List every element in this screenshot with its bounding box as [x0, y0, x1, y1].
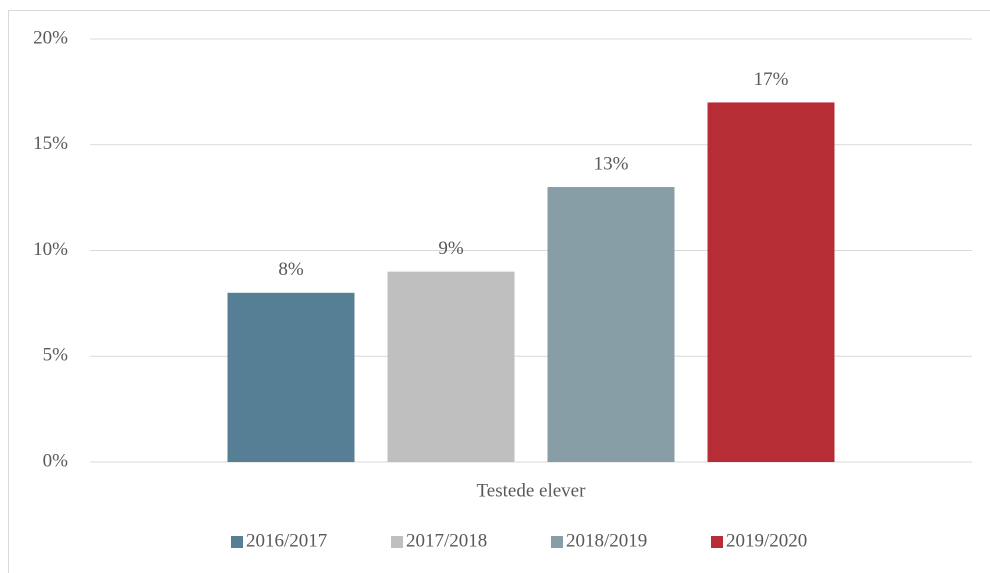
y-tick-label: 15% [33, 133, 68, 154]
bar [707, 102, 835, 462]
chart-frame [8, 10, 990, 573]
legend-label: 2017/2018 [406, 530, 487, 551]
data-label: 13% [594, 153, 629, 174]
y-tick-label: 10% [33, 239, 68, 260]
legend-swatch [391, 536, 403, 548]
data-label: 9% [438, 238, 464, 259]
legend-swatch [711, 536, 723, 548]
legend-label: 2019/2020 [726, 530, 807, 551]
legend-swatch [231, 536, 243, 548]
bar [227, 292, 355, 462]
bar [547, 187, 675, 463]
legend-label: 2016/2017 [246, 530, 327, 551]
legend-swatch [551, 536, 563, 548]
legend-label: 2018/2019 [566, 530, 647, 551]
bar [387, 271, 515, 462]
y-tick-label: 0% [43, 450, 69, 471]
x-tick-label: Testede elever [477, 480, 587, 501]
data-label: 8% [278, 259, 304, 280]
y-tick-label: 5% [43, 345, 69, 366]
data-label: 17% [754, 69, 789, 90]
y-tick-label: 20% [33, 27, 68, 48]
